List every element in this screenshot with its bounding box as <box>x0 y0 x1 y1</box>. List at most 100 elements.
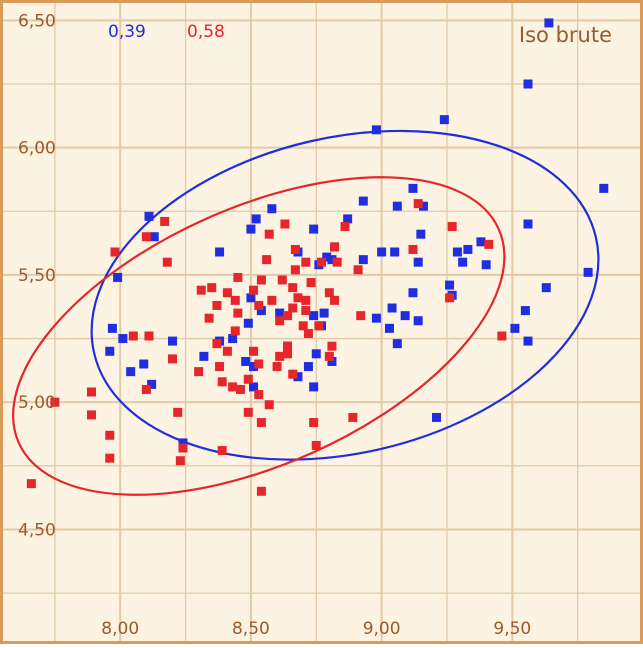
red-point <box>86 410 96 420</box>
red-point <box>324 288 334 298</box>
red-point <box>306 278 316 288</box>
red-point <box>348 412 358 422</box>
red-point <box>330 295 340 305</box>
blue-point <box>544 18 554 28</box>
red-point <box>283 311 293 321</box>
red-point <box>249 346 259 356</box>
red-point <box>332 257 342 267</box>
red-point <box>168 354 178 364</box>
blue-point <box>452 247 462 257</box>
red-point <box>217 377 227 387</box>
red-point <box>275 351 285 361</box>
red-point <box>204 313 214 323</box>
red-point <box>178 443 188 453</box>
red-point <box>330 242 340 252</box>
red-point <box>264 229 274 239</box>
y-tick-label: 5,50 <box>18 266 56 286</box>
blue-point <box>416 229 426 239</box>
red-point <box>301 295 311 305</box>
blue-point <box>199 351 209 361</box>
blue-point <box>105 346 115 356</box>
blue-point <box>476 237 486 247</box>
red-point <box>110 247 120 257</box>
red-point <box>212 339 222 349</box>
tick-labels: 8,00 8,50 9,00 9,50 4,50 5,00 5,50 6,00 6,50 <box>18 11 531 639</box>
red-point <box>301 306 311 316</box>
blue-point <box>246 293 256 303</box>
red-point <box>283 341 293 351</box>
red-point <box>311 440 321 450</box>
y-tick-label: 4,50 <box>18 520 56 540</box>
blue-point <box>251 214 261 224</box>
red-point <box>290 244 300 254</box>
red-point <box>235 384 245 394</box>
blue-point <box>267 204 277 214</box>
red-point <box>249 285 259 295</box>
red-point <box>262 255 272 265</box>
red-point <box>243 407 253 417</box>
blue-point <box>249 362 259 372</box>
blue-point <box>510 323 520 333</box>
blue-point <box>541 283 551 293</box>
blue-point <box>387 303 397 313</box>
y-tick-label: 6,50 <box>18 11 56 31</box>
blue-point <box>293 372 303 382</box>
blue-point <box>390 247 400 257</box>
red-point <box>243 374 253 384</box>
blue-point <box>400 311 410 321</box>
blue-point <box>149 232 159 242</box>
blue-point <box>463 244 473 254</box>
blue-point <box>392 339 402 349</box>
x-tick-label: 8,00 <box>101 619 139 639</box>
red-point <box>272 362 282 372</box>
blue-point <box>126 367 136 377</box>
red-point <box>194 367 204 377</box>
red-point <box>160 216 170 226</box>
red-point <box>144 331 154 341</box>
blue-point <box>523 219 533 229</box>
red-point <box>288 303 298 313</box>
red-point <box>254 300 264 310</box>
red-point <box>128 331 138 341</box>
red-point <box>175 456 185 466</box>
red-point <box>141 232 151 242</box>
red-point <box>275 316 285 326</box>
red-point <box>212 300 222 310</box>
red-point <box>173 407 183 417</box>
red-point <box>254 359 264 369</box>
red-point <box>222 288 232 298</box>
data-points <box>26 18 609 496</box>
y-tick-label: 5,00 <box>18 393 56 413</box>
red-point <box>445 293 455 303</box>
blue-point <box>371 313 381 323</box>
x-tick-label: 8,50 <box>232 619 270 639</box>
red-point <box>256 275 266 285</box>
blue-point <box>243 318 253 328</box>
red-point <box>277 275 287 285</box>
red-point <box>207 283 217 293</box>
red-point <box>217 446 227 456</box>
blue-point <box>599 183 609 193</box>
blue-point <box>384 323 394 333</box>
blue-point <box>246 224 256 234</box>
red-point <box>196 285 206 295</box>
blue-point <box>228 334 238 344</box>
blue-point <box>520 306 530 316</box>
blue-point <box>215 247 225 257</box>
blue-point <box>168 336 178 346</box>
confidence-ellipses <box>12 129 600 496</box>
blue-point <box>523 336 533 346</box>
red-point <box>447 222 457 232</box>
blue-point <box>413 257 423 267</box>
red-point <box>50 397 60 407</box>
blue-point <box>249 382 259 392</box>
red-point <box>254 390 264 400</box>
blue-ellipse <box>90 129 600 461</box>
red-point <box>340 222 350 232</box>
blue-point <box>481 260 491 270</box>
blue-corner-value: 0,39 <box>108 22 146 42</box>
blue-point <box>256 306 266 316</box>
blue-point <box>241 356 251 366</box>
